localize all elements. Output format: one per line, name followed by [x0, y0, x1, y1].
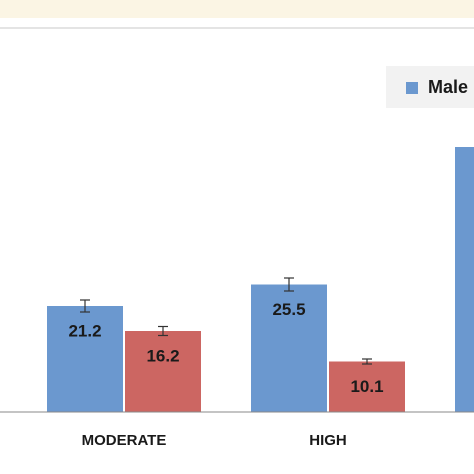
value-label: 16.2 — [146, 346, 179, 365]
bar — [329, 361, 405, 412]
value-label: 21.2 — [68, 321, 101, 340]
bar — [251, 284, 327, 412]
x-tick-label: HIGH — [309, 432, 347, 449]
legend-swatch — [406, 82, 418, 94]
value-label: 25.5 — [272, 300, 305, 319]
bar — [47, 306, 123, 412]
error-bar — [362, 358, 372, 365]
bar — [125, 331, 201, 412]
legend-label: Male — [428, 77, 468, 97]
x-tick-label: MODERATE — [82, 432, 167, 449]
top-strip — [0, 0, 474, 18]
error-bar — [284, 277, 294, 292]
bar — [455, 147, 474, 412]
error-bar — [80, 299, 90, 313]
value-label: 10.1 — [350, 377, 383, 396]
error-bar — [158, 325, 168, 337]
legend-box — [386, 66, 474, 108]
